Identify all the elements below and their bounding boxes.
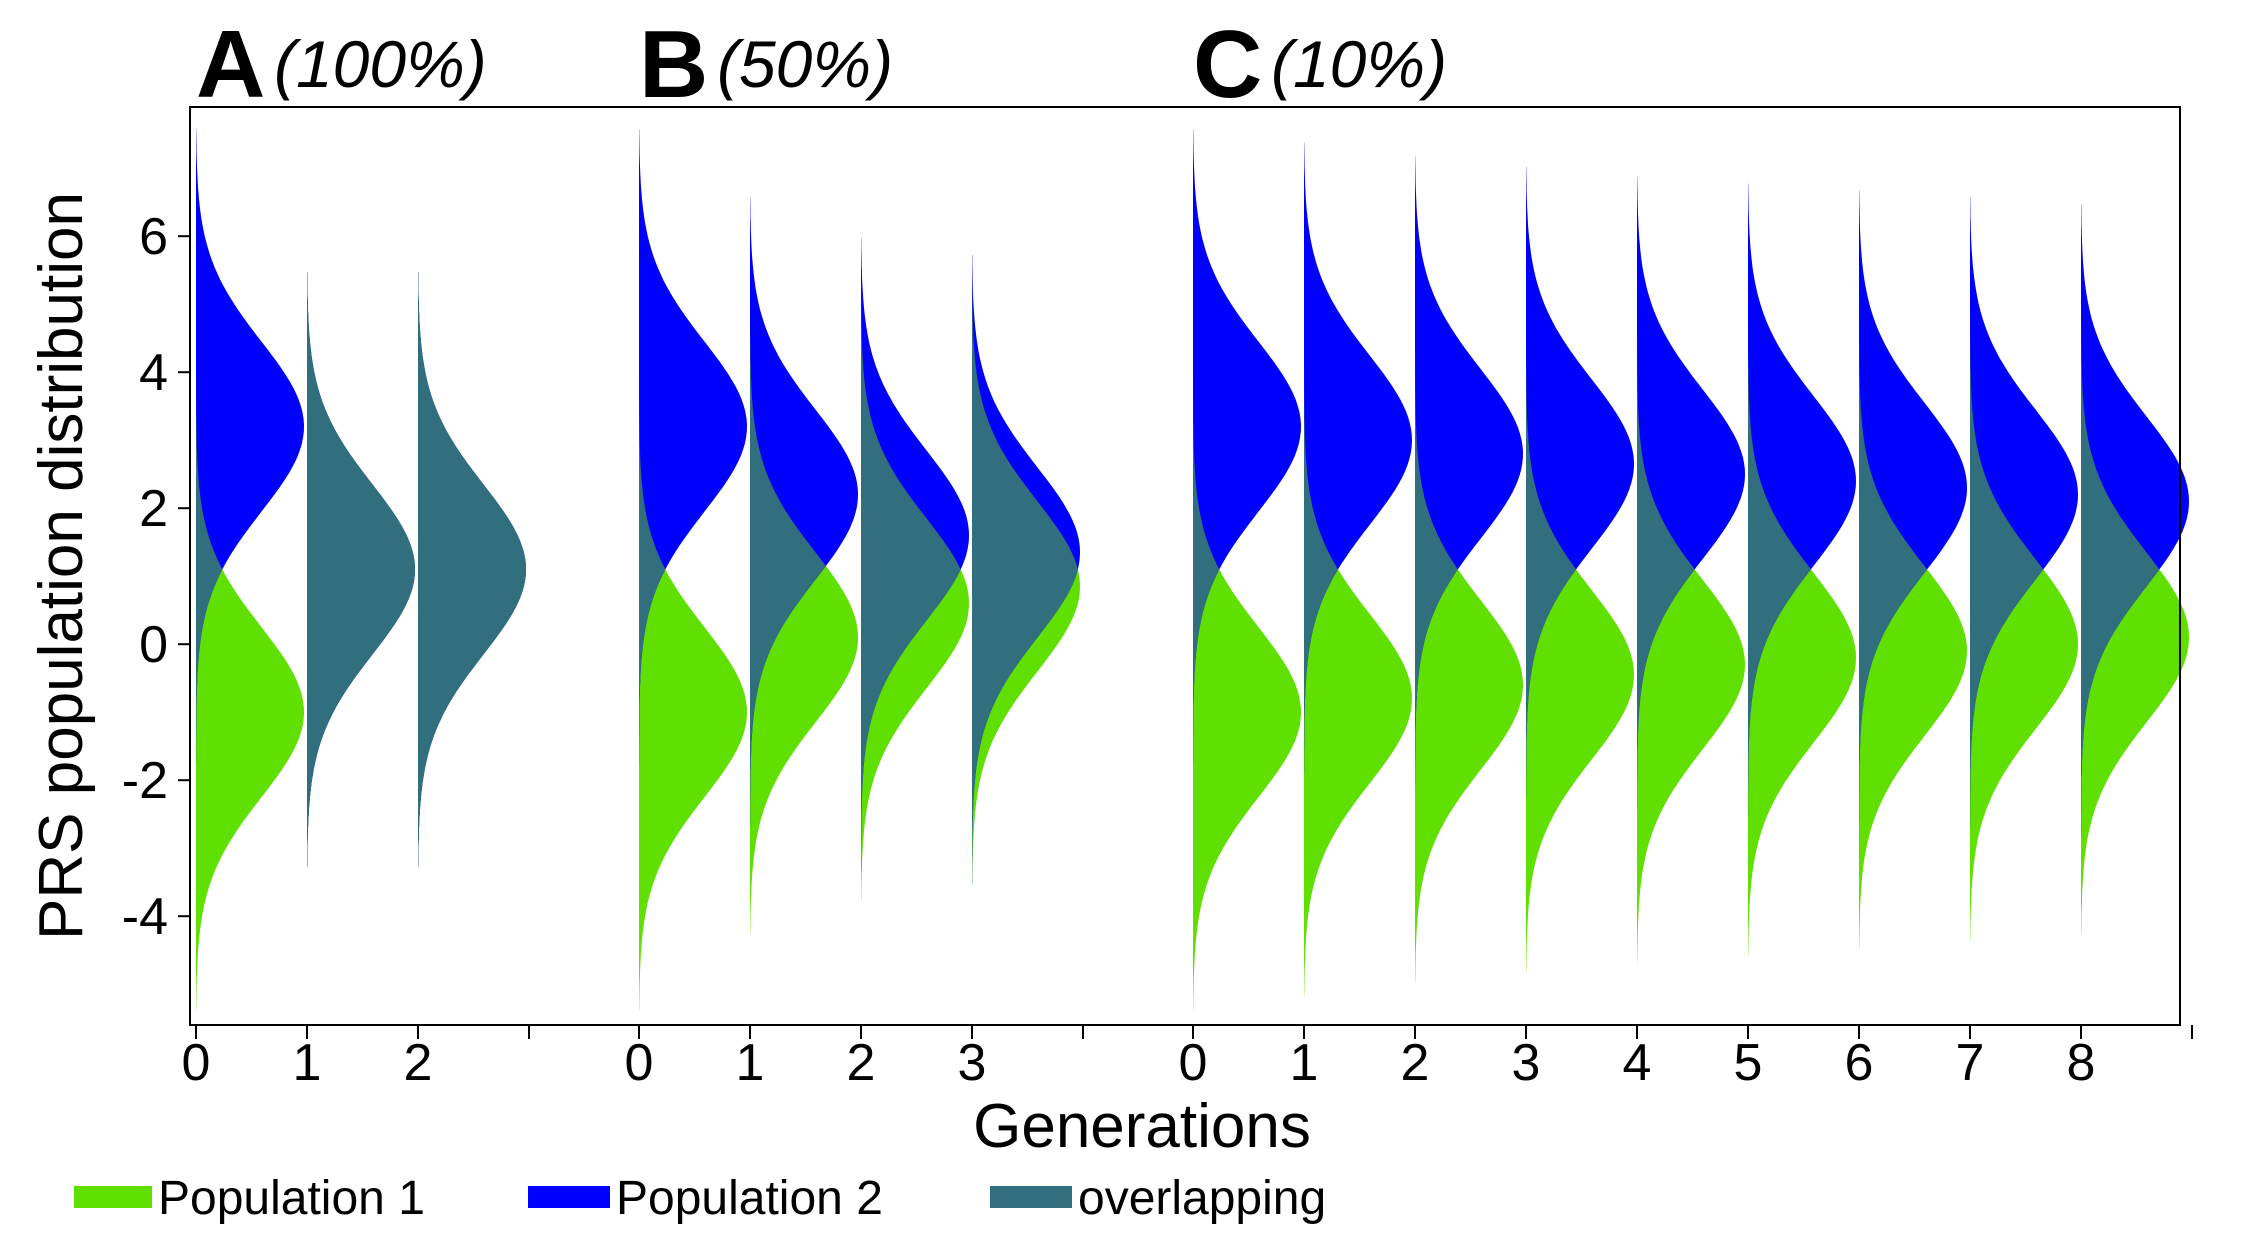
y-tick-label: -4 xyxy=(122,888,168,946)
violin-population-1 xyxy=(1193,129,1301,1010)
x-axis: 0 1 2 0 1 2 3 0 1 2 3 4 5 6 7 8 xyxy=(182,1025,2193,1092)
violin-overlapping xyxy=(307,271,415,867)
panel-letter-c: C xyxy=(1193,11,1262,118)
violin-population-1 xyxy=(1415,156,1523,983)
x-tick-label: 2 xyxy=(404,1034,433,1092)
panel-titles: A (100%) B (50%) C (10%) xyxy=(196,11,1447,118)
violin-overlapping xyxy=(1637,176,1695,963)
violin-overlapping xyxy=(861,237,961,901)
violin-overlapping xyxy=(1415,156,1458,983)
x-tick-label: 8 xyxy=(2067,1034,2096,1092)
y-tick-label: 4 xyxy=(139,344,168,402)
violin-overlapping xyxy=(418,271,526,867)
violin-overlapping xyxy=(639,129,666,1010)
x-tick-label: 0 xyxy=(1179,1034,1208,1092)
panel-percent-a: (100%) xyxy=(274,27,487,101)
violin-population-2 xyxy=(1526,166,1634,973)
violin-population-2 xyxy=(1304,142,1412,997)
violin-overlapping xyxy=(196,129,223,1010)
violin-population-2 xyxy=(196,129,304,1010)
x-tick-label: 0 xyxy=(182,1034,211,1092)
x-tick-label: 1 xyxy=(1290,1034,1319,1092)
panel-letter-b: B xyxy=(639,11,708,118)
violin-population-1 xyxy=(1526,166,1634,973)
violin-overlapping xyxy=(750,197,826,935)
y-tick-label: -2 xyxy=(122,752,168,810)
legend-swatch-overlapping xyxy=(990,1186,1072,1208)
x-tick-label: 3 xyxy=(958,1034,987,1092)
x-tick-label: 2 xyxy=(1401,1034,1430,1092)
violin-overlapping xyxy=(1304,142,1338,997)
x-tick-label: 1 xyxy=(736,1034,765,1092)
legend-swatch-population-1 xyxy=(74,1186,152,1208)
x-tick-label: 3 xyxy=(1512,1034,1541,1092)
x-tick-label: 4 xyxy=(1623,1034,1652,1092)
x-tick-label: 7 xyxy=(1956,1034,1985,1092)
violin-population-2 xyxy=(639,129,747,1010)
violin-population-1 xyxy=(196,129,304,1010)
legend-label-population-2: Population 2 xyxy=(616,1172,883,1225)
violin-overlapping xyxy=(972,254,1078,884)
plot-frame xyxy=(189,106,2181,1026)
y-axis-title: PRS population distribution xyxy=(27,192,96,940)
panel-letter-a: A xyxy=(196,11,265,118)
x-axis-title: Generations xyxy=(973,1092,1311,1161)
panel-percent-b: (50%) xyxy=(717,27,893,101)
violin-layer xyxy=(196,129,2189,1010)
violin-overlapping xyxy=(1970,197,2044,942)
violin-population-1 xyxy=(639,129,747,1010)
violin-population-2 xyxy=(1415,156,1523,983)
legend: Population 1 Population 2 overlapping xyxy=(74,1172,1326,1225)
legend-label-population-1: Population 1 xyxy=(158,1172,425,1225)
y-tick-label: 6 xyxy=(139,208,168,266)
y-tick-label: 0 xyxy=(139,616,168,674)
x-tick-label: 0 xyxy=(625,1034,654,1092)
violin-overlapping xyxy=(1193,129,1220,1010)
legend-label-overlapping: overlapping xyxy=(1078,1172,1326,1225)
legend-swatch-population-2 xyxy=(528,1186,610,1208)
violin-population-2 xyxy=(1193,129,1301,1010)
y-axis: 6 4 2 0 -2 -4 xyxy=(122,208,190,946)
panel-percent-c: (10%) xyxy=(1271,27,1447,101)
violin-overlapping xyxy=(1748,183,1811,956)
x-tick-label: 1 xyxy=(293,1034,322,1092)
x-tick-label: 2 xyxy=(847,1034,876,1092)
x-tick-label: 5 xyxy=(1734,1034,1763,1092)
y-tick-label: 2 xyxy=(139,480,168,538)
x-tick-label: 6 xyxy=(1845,1034,1874,1092)
violin-overlapping xyxy=(1859,190,1928,949)
violin-overlapping xyxy=(2081,203,2160,935)
violin-overlapping xyxy=(1526,166,1577,973)
violin-population-1 xyxy=(1304,142,1412,997)
